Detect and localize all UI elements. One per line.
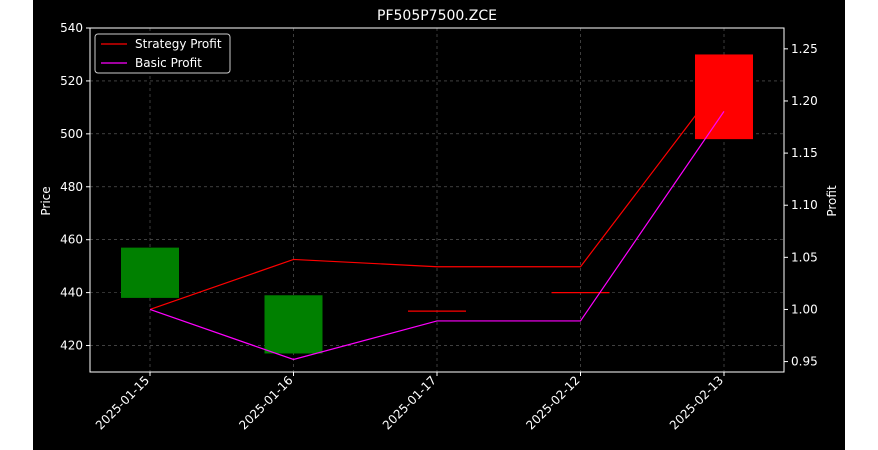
y-right-tick-label: 0.95 <box>791 355 818 369</box>
profit-lines <box>149 77 725 361</box>
y-right-tick-label: 1.25 <box>791 42 818 56</box>
candle-2025-02-13 <box>695 54 753 140</box>
y-left-tick-label: 420 <box>60 339 83 353</box>
y-left-tick-label: 440 <box>60 286 83 300</box>
grid <box>90 27 784 372</box>
legend-label-basic-profit: Basic Profit <box>135 56 202 70</box>
y-left-tick-label: 480 <box>60 180 83 194</box>
y-right-tick-label: 1.05 <box>791 250 818 264</box>
line-strategy-profit <box>149 77 725 311</box>
legend: Strategy Profit Basic Profit <box>94 33 231 74</box>
candle-2025-01-15 <box>121 247 179 298</box>
candles <box>121 54 753 354</box>
y-left-tick-label: 540 <box>60 21 83 35</box>
line-basic-profit <box>149 111 725 361</box>
y-right-tick-label: 1.00 <box>791 302 818 316</box>
chart-title: PF505P7500.ZCE <box>377 8 497 24</box>
candle-2025-01-16 <box>264 295 323 354</box>
y-right-tick-label: 1.20 <box>791 94 818 108</box>
legend-label-strategy-profit: Strategy Profit <box>135 37 222 51</box>
y-left-tick-label: 520 <box>60 74 83 88</box>
y-left-tick-label: 500 <box>60 127 83 141</box>
y-axis-left-label: Price <box>39 186 53 215</box>
y-left-tick-label: 460 <box>60 233 83 247</box>
legend-box <box>94 33 231 74</box>
y-right-tick-label: 1.15 <box>791 146 818 160</box>
y-right-tick-label: 1.10 <box>791 198 818 212</box>
y-axis-right-label: Profit <box>825 185 839 217</box>
